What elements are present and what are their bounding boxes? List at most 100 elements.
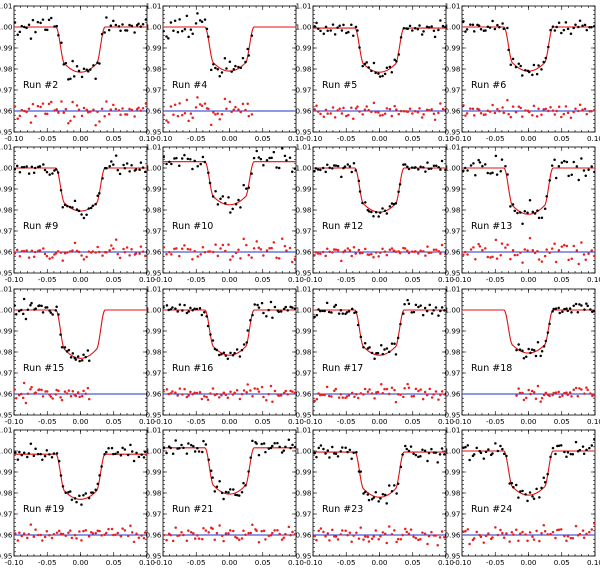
- data-point: [185, 311, 189, 315]
- residual-point: [49, 395, 53, 398]
- data-point: [36, 452, 40, 456]
- data-point: [361, 64, 364, 68]
- data-point: [217, 353, 221, 357]
- residual-point: [227, 532, 230, 535]
- data-point: [87, 359, 91, 363]
- data-point: [57, 313, 60, 316]
- data-point: [130, 24, 134, 28]
- data-point: [536, 209, 539, 212]
- data-point: [527, 347, 530, 351]
- data-point: [279, 310, 283, 313]
- plot-area: [163, 147, 296, 264]
- residual-point: [569, 536, 573, 540]
- data-point: [282, 307, 286, 311]
- y-tick-label: 0.97: [145, 510, 161, 519]
- data-point: [462, 169, 465, 173]
- residual-point: [357, 537, 361, 540]
- residual-point: [180, 247, 184, 251]
- residual-point: [542, 108, 545, 111]
- residual-point: [385, 107, 389, 110]
- panel-16: -0.10-0.050.000.050.100.950.960.970.980.…: [444, 426, 600, 568]
- plot-area: [14, 154, 147, 262]
- residual-point: [221, 243, 225, 247]
- x-tick-label: 0.00: [371, 275, 387, 284]
- residual-point: [356, 105, 359, 108]
- data-point: [336, 455, 340, 458]
- panel-11: -0.10 -0.05 0.00 0.05 0.100.950.960.970.980.…: [295, 285, 454, 427]
- residual-point: [178, 254, 181, 258]
- residual-point: [163, 390, 165, 393]
- data-point: [165, 304, 169, 307]
- residual-point: [422, 250, 425, 253]
- data-point: [430, 312, 434, 315]
- residual-point: [559, 528, 563, 531]
- residual-point: [537, 107, 540, 110]
- data-point: [105, 450, 108, 454]
- data-point: [246, 329, 249, 332]
- x-tick-label: -0.05: [337, 134, 356, 143]
- data-point: [562, 28, 566, 32]
- data-point: [465, 28, 469, 31]
- residual-point: [276, 528, 279, 532]
- data-point: [366, 493, 370, 496]
- residual-point: [22, 249, 26, 253]
- data-point: [426, 459, 429, 463]
- x-tick-label: 0.00: [221, 275, 237, 284]
- data-point: [74, 358, 78, 361]
- residual-point: [235, 536, 239, 540]
- data-point: [31, 18, 35, 22]
- data-point: [425, 25, 429, 28]
- data-point: [433, 35, 437, 39]
- residual-point: [191, 116, 194, 120]
- residual-point: [211, 250, 215, 254]
- residual-point: [29, 388, 32, 391]
- residual-point: [593, 254, 595, 258]
- data-point: [496, 23, 499, 27]
- data-point: [287, 438, 291, 441]
- data-point: [418, 24, 421, 27]
- residual-point: [489, 256, 492, 259]
- y-tick-label: 1.00: [145, 306, 161, 315]
- y-tick-label: 0.96: [295, 107, 311, 116]
- data-point: [227, 491, 230, 494]
- data-point: [531, 210, 535, 214]
- residual-point: [319, 252, 322, 256]
- data-point: [187, 442, 190, 445]
- y-tick-label: 0.97: [0, 86, 13, 95]
- residual-point: [34, 391, 37, 394]
- data-point: [163, 29, 165, 33]
- data-point: [373, 357, 376, 361]
- residual-point: [444, 252, 446, 256]
- data-point: [471, 23, 475, 26]
- residual-point: [98, 529, 101, 533]
- data-point: [73, 199, 77, 203]
- data-point: [566, 309, 569, 313]
- data-point: [139, 161, 143, 164]
- residual-point: [379, 535, 382, 538]
- data-point: [436, 461, 439, 464]
- data-point: [43, 454, 47, 458]
- data-point: [262, 311, 265, 315]
- run-label: Run #21: [172, 504, 213, 515]
- y-tick-label: 0.99: [444, 185, 460, 194]
- residual-point: [20, 250, 24, 253]
- data-point: [18, 450, 21, 454]
- residual-point: [430, 530, 433, 534]
- residual-point: [410, 395, 413, 398]
- residual-point: [198, 103, 202, 106]
- data-point: [592, 24, 595, 28]
- data-point: [53, 25, 56, 28]
- y-tick-label: 0.99: [444, 327, 460, 336]
- data-point: [23, 25, 26, 29]
- data-point: [270, 444, 274, 448]
- data-point: [20, 166, 24, 169]
- data-point: [560, 31, 563, 35]
- y-tick-label: 0.98: [145, 489, 161, 498]
- data-point: [105, 16, 108, 19]
- x-tick-label: 0.10: [288, 417, 304, 426]
- residual-point: [439, 252, 442, 255]
- residual-point: [204, 529, 208, 532]
- residual-point: [380, 382, 383, 386]
- y-tick-label: 0.97: [295, 510, 311, 519]
- y-tick-label: 1.00: [145, 447, 161, 456]
